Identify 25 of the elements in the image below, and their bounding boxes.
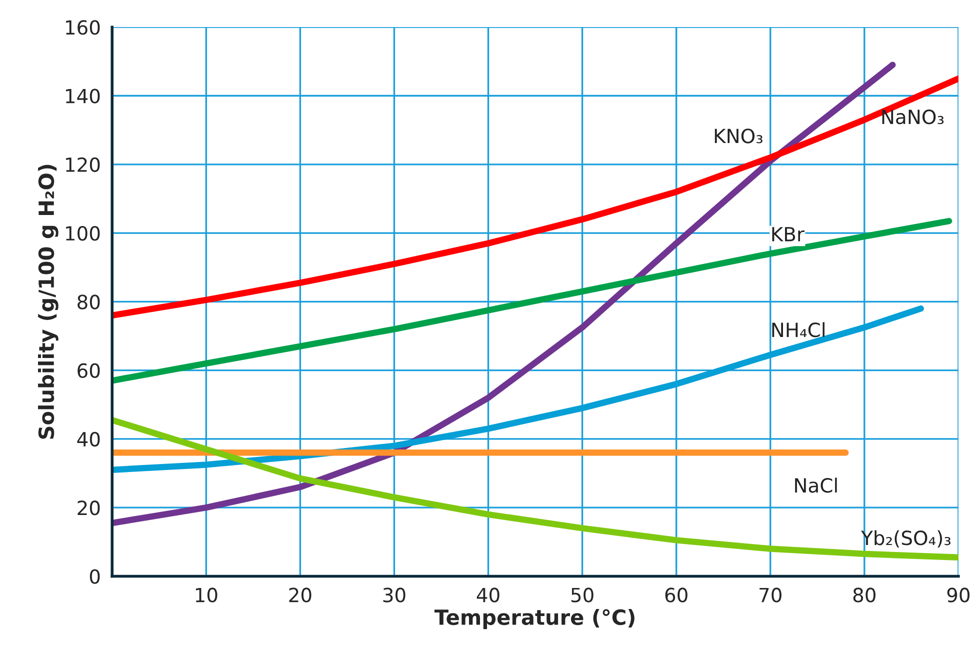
y-tick-label: 140: [66, 88, 100, 104]
series-label: KBr: [772, 227, 804, 242]
y-tick-label: 0: [90, 569, 100, 584]
series-label: NH₄Cl: [772, 322, 824, 338]
x-tick-label: 70: [760, 588, 782, 602]
x-tick-label: 90: [947, 588, 970, 602]
y-tick-label: 60: [78, 363, 100, 378]
series-label: NaNO₃: [882, 110, 944, 124]
y-axis-title: Solubility (g/100 g H₂O): [38, 164, 58, 439]
x-tick-label: 20: [289, 588, 312, 602]
y-tick-label: 20: [78, 500, 100, 516]
x-tick-label: 50: [571, 588, 594, 602]
y-tick-label: 40: [77, 432, 100, 447]
y-tick-label: 100: [66, 226, 100, 241]
y-tick-label: 160: [66, 20, 100, 35]
y-tick-label: 80: [78, 294, 100, 310]
x-tick-label: 30: [383, 588, 406, 602]
series-label: NaCl: [795, 478, 837, 493]
x-tick-label: 60: [665, 588, 688, 602]
x-axis-title: Temperature (°C): [434, 608, 634, 630]
series-label: KNO₃: [714, 128, 762, 144]
x-tick-label: 10: [196, 588, 218, 602]
y-tick-label: 120: [66, 157, 100, 172]
x-tick-label: 40: [476, 588, 500, 602]
x-tick-label: 80: [853, 588, 876, 602]
